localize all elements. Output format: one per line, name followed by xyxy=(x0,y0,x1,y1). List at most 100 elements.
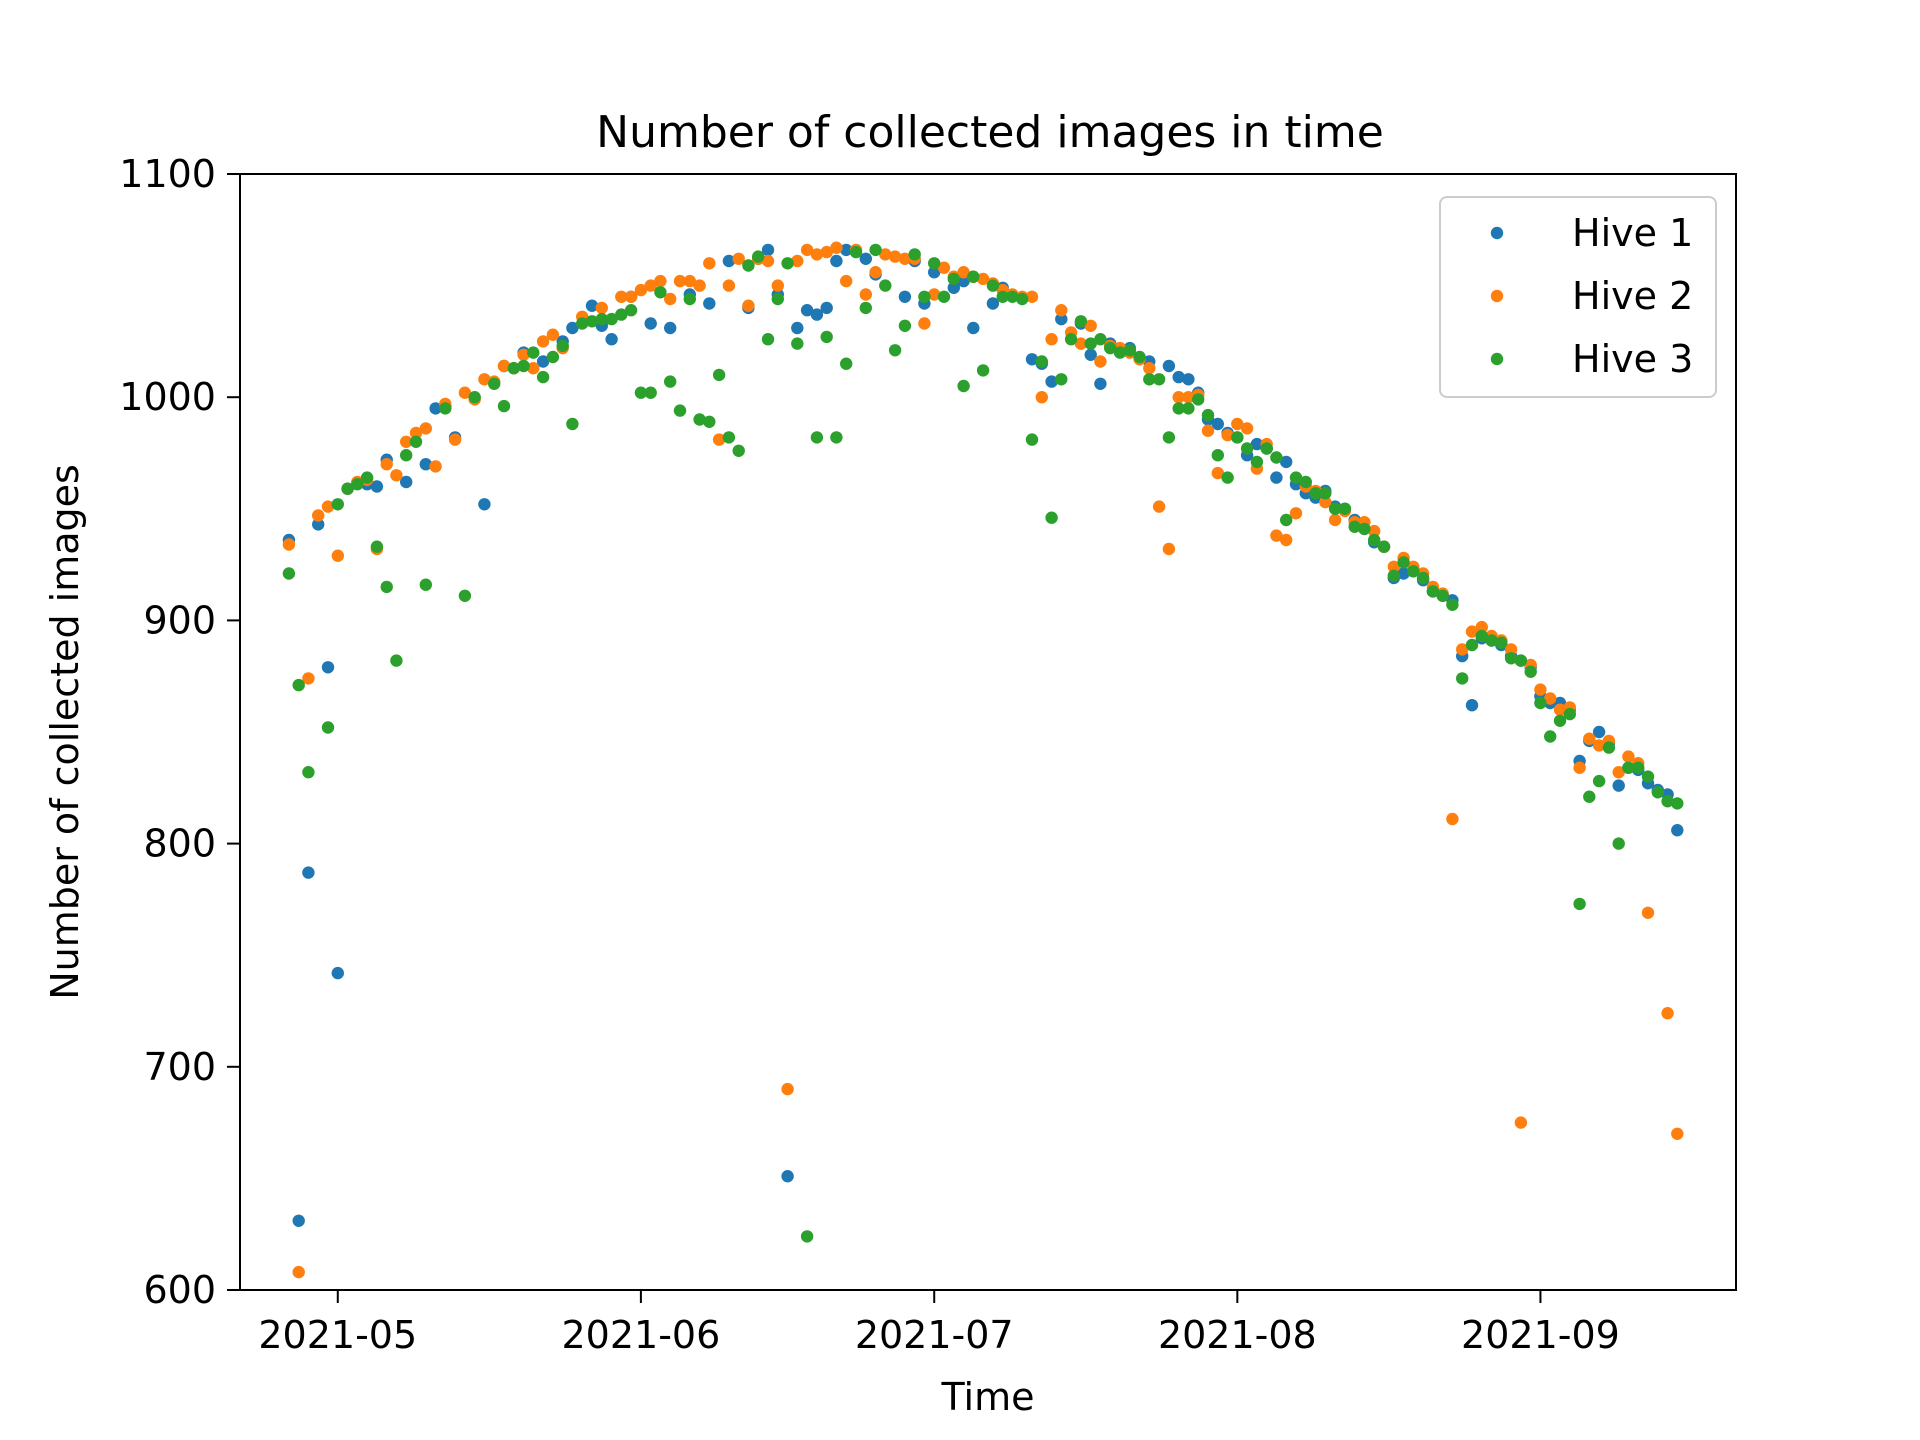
data-point xyxy=(1563,707,1577,721)
x-tick-label: 2021-05 xyxy=(258,1313,417,1357)
data-point xyxy=(292,1265,305,1279)
y-axis: 600 700 800 900 1000 1100 xyxy=(119,152,240,1312)
data-point xyxy=(937,290,951,303)
data-point xyxy=(585,299,599,312)
data-point xyxy=(673,274,687,288)
data-point xyxy=(1055,312,1068,326)
data-point xyxy=(957,266,970,279)
data-point xyxy=(1270,529,1283,542)
data-point xyxy=(800,243,814,257)
x-tick-label: 2021-08 xyxy=(1158,1313,1317,1357)
data-point xyxy=(1035,391,1049,404)
data-point xyxy=(478,373,491,386)
data-point xyxy=(634,386,648,399)
data-point xyxy=(1456,643,1469,656)
data-point xyxy=(1632,761,1645,774)
data-point xyxy=(517,359,530,373)
data-point xyxy=(546,350,560,364)
data-point xyxy=(1280,533,1293,547)
legend-label: Hive 3 xyxy=(1572,337,1693,381)
data-point xyxy=(1475,620,1489,634)
data-point xyxy=(1152,500,1166,513)
data-point xyxy=(1319,487,1332,500)
data-point xyxy=(292,678,305,692)
data-point xyxy=(1172,402,1185,415)
data-point xyxy=(742,259,755,272)
data-point xyxy=(595,312,608,326)
data-point xyxy=(654,274,667,288)
data-point xyxy=(928,266,941,279)
data-point xyxy=(1240,422,1254,435)
data-point xyxy=(947,272,960,286)
data-point xyxy=(1280,513,1293,527)
data-point xyxy=(810,431,824,444)
data-point xyxy=(1456,672,1469,685)
data-point xyxy=(1534,696,1547,710)
data-point xyxy=(869,266,882,279)
data-point xyxy=(781,257,794,270)
data-point xyxy=(752,250,765,263)
data-point xyxy=(302,672,315,685)
data-point xyxy=(1583,732,1596,745)
data-point xyxy=(1368,524,1381,538)
data-point xyxy=(1368,533,1381,547)
data-point xyxy=(1377,540,1391,553)
data-point xyxy=(644,386,657,399)
data-point xyxy=(566,417,579,431)
data-point xyxy=(791,321,804,335)
data-point xyxy=(312,509,325,522)
data-point xyxy=(820,245,833,259)
data-point xyxy=(1446,598,1459,611)
data-point xyxy=(1612,779,1625,792)
data-point xyxy=(859,301,872,315)
data-point xyxy=(879,248,892,261)
data-point xyxy=(1289,471,1303,484)
data-point xyxy=(732,252,745,265)
data-point xyxy=(380,580,393,594)
data-point xyxy=(820,330,833,344)
data-point xyxy=(908,248,921,261)
data-point xyxy=(400,475,413,489)
x-tick-label: 2021-06 xyxy=(561,1313,720,1357)
data-point xyxy=(664,292,677,306)
data-point xyxy=(732,444,745,457)
data-point xyxy=(331,966,344,980)
data-point xyxy=(624,304,638,317)
data-point xyxy=(1504,643,1518,656)
data-point xyxy=(370,480,384,493)
data-point xyxy=(1573,761,1586,774)
data-point xyxy=(1192,393,1205,406)
data-point xyxy=(1201,408,1215,422)
data-point xyxy=(712,368,726,382)
data-point xyxy=(1319,495,1332,509)
data-point xyxy=(292,1214,305,1228)
data-point xyxy=(898,319,912,332)
data-point xyxy=(1544,730,1557,743)
data-point xyxy=(1064,333,1078,346)
data-point xyxy=(1133,350,1146,364)
data-point xyxy=(585,315,599,328)
data-point xyxy=(1553,714,1567,727)
data-point xyxy=(1524,665,1537,678)
data-point xyxy=(556,339,569,353)
data-point xyxy=(1328,502,1342,515)
data-point xyxy=(1387,560,1401,573)
data-point xyxy=(1465,625,1479,638)
data-point xyxy=(1201,424,1215,437)
data-point xyxy=(1583,790,1596,803)
data-point xyxy=(1231,417,1244,431)
data-point xyxy=(673,404,687,417)
data-point xyxy=(605,333,618,346)
legend-label: Hive 1 xyxy=(1572,211,1693,255)
data-point xyxy=(321,500,335,513)
data-point xyxy=(810,308,824,321)
data-point xyxy=(1299,475,1313,489)
data-points xyxy=(282,241,1684,1279)
data-point xyxy=(1074,337,1088,350)
data-point xyxy=(800,304,814,317)
data-point xyxy=(918,290,931,303)
data-point xyxy=(967,270,980,283)
data-point xyxy=(1045,333,1058,346)
data-point xyxy=(536,355,550,368)
